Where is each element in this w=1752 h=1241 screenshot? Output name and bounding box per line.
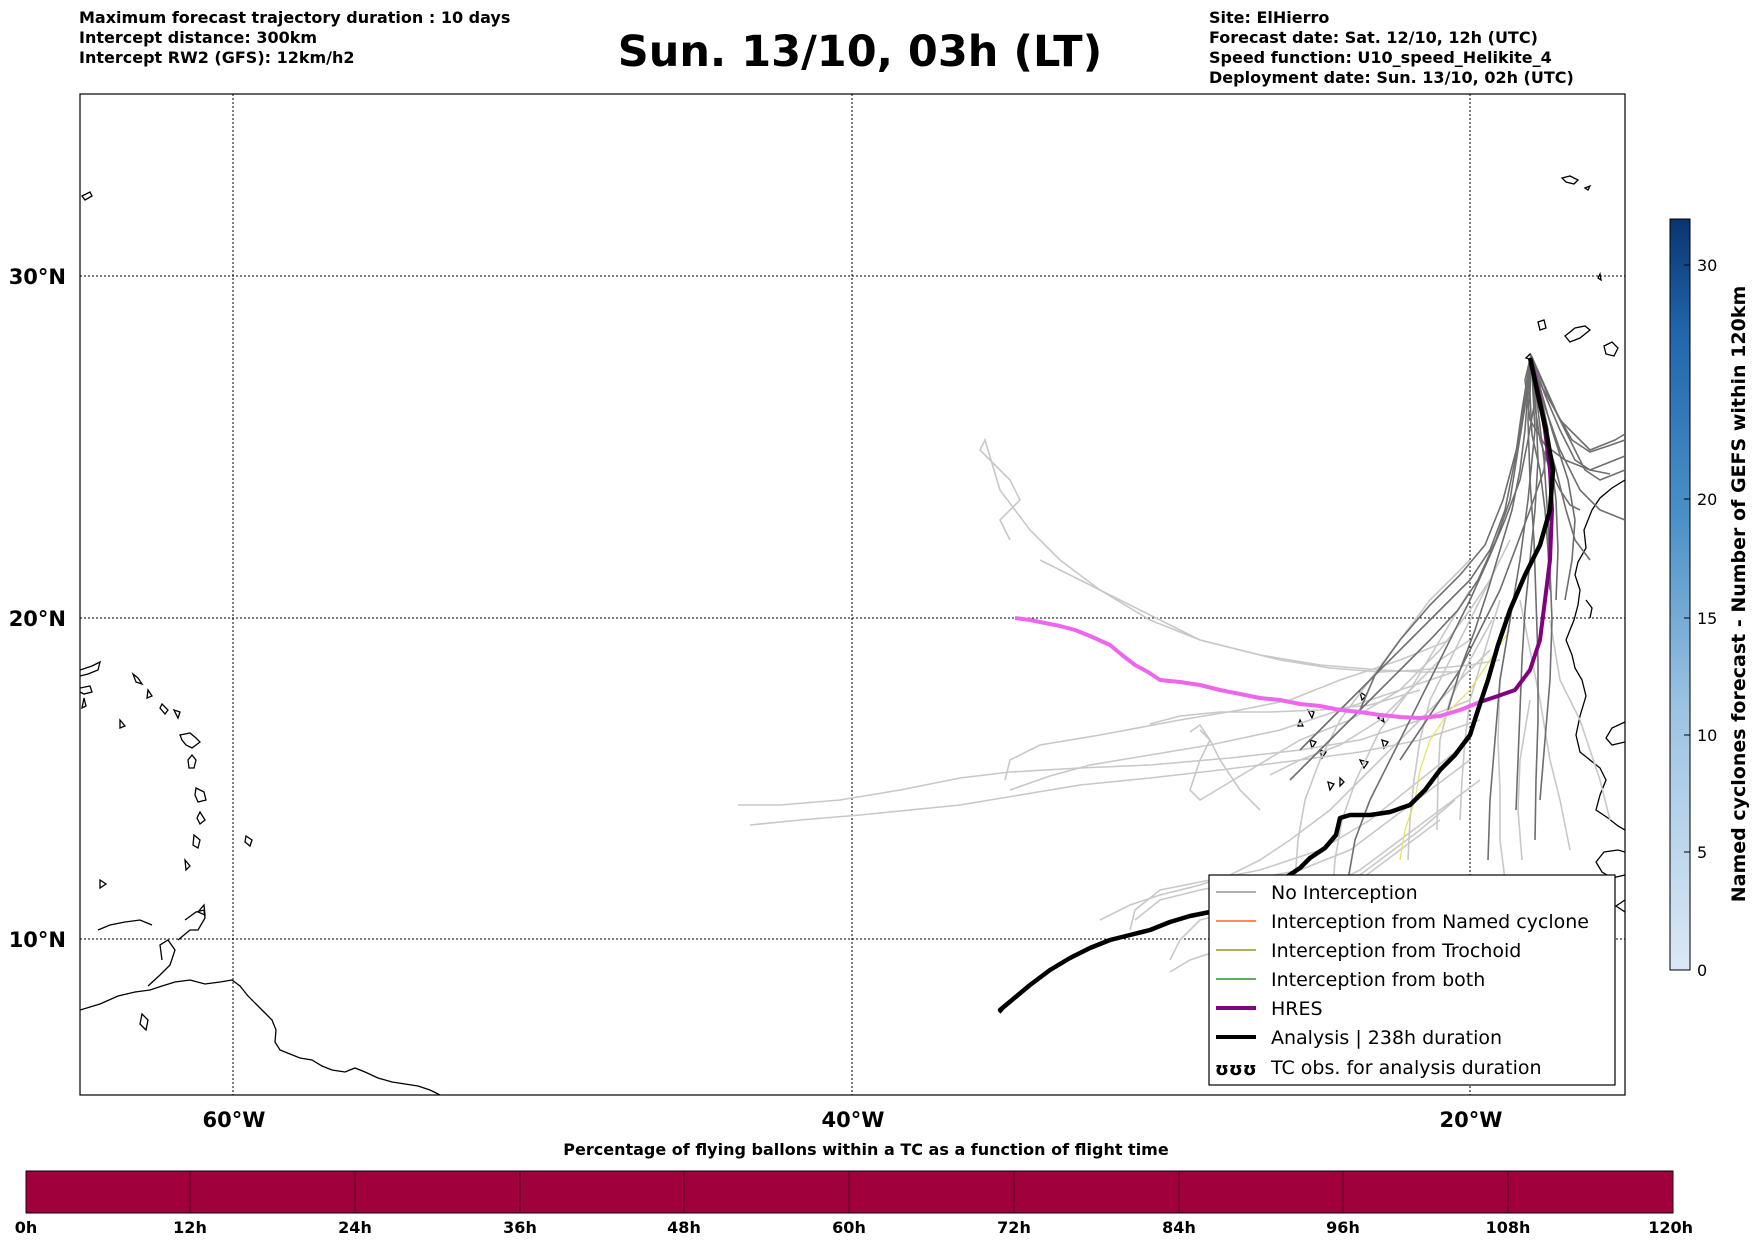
legend-label-trochoid: Interception from Trochoid	[1271, 940, 1521, 962]
deployment-date-text: Deployment date: Sun. 13/10, 02h (UTC)	[1209, 68, 1574, 87]
right-cb-tick-15: 15	[1697, 609, 1717, 628]
bottom-colorbar-ticks	[25, 1171, 1674, 1213]
lat-label-10n: 10°N	[9, 928, 66, 952]
bottom-cb-tick-96h: 96h	[1326, 1218, 1360, 1237]
legend-label-hres: HRES	[1271, 998, 1323, 1020]
bottom-cb-tick-108h: 108h	[1486, 1218, 1531, 1237]
lat-label-20n: 20°N	[9, 607, 66, 631]
right-cb-tick-10: 10	[1697, 726, 1717, 745]
header-left-info: Maximum forecast trajectory duration : 1…	[79, 8, 510, 68]
speed-function-text: Speed function: U10_speed_Helikite_4	[1209, 48, 1552, 67]
ensemble-tracks-dark	[1289, 354, 1625, 921]
bottom-cb-tick-72h: 72h	[997, 1218, 1031, 1237]
longitude-labels: 60°W 40°W 20°W	[203, 1108, 1503, 1132]
legend-label-no-interception: No Interception	[1271, 882, 1418, 904]
legend-tc-symbol: ʊʊʊ	[1215, 1059, 1257, 1080]
site-text: Site: ElHierro	[1209, 8, 1330, 27]
legend-label-tc-obs: TC obs. for analysis duration	[1270, 1057, 1542, 1079]
bottom-colorbar-title: Percentage of flying ballons within a TC…	[563, 1140, 1169, 1159]
max-duration-text: Maximum forecast trajectory duration : 1…	[79, 8, 511, 27]
bottom-cb-tick-24h: 24h	[338, 1218, 372, 1237]
graticule	[80, 94, 1625, 1095]
right-cb-tick-0: 0	[1697, 961, 1707, 980]
right-colorbar-fill	[1669, 218, 1691, 971]
lon-label-40w: 40°W	[822, 1108, 885, 1132]
right-colorbar: 0 5 10 15 20 30 Named cyclones forecast …	[1669, 218, 1750, 980]
right-cb-tick-20: 20	[1697, 490, 1717, 509]
right-colorbar-label: Named cyclones forecast - Number of GEFS…	[1728, 286, 1750, 903]
analysis-track	[997, 357, 1556, 1014]
bottom-colorbar: Percentage of flying ballons within a TC…	[15, 1140, 1693, 1237]
bottom-cb-tick-48h: 48h	[667, 1218, 701, 1237]
bottom-cb-tick-60h: 60h	[832, 1218, 866, 1237]
bottom-cb-tick-0h: 0h	[15, 1218, 38, 1237]
bottom-cb-tick-12h: 12h	[173, 1218, 207, 1237]
page-title: Sun. 13/10, 03h (LT)	[617, 27, 1103, 77]
bottom-colorbar-fill	[25, 1170, 1674, 1214]
bottom-cb-tick-84h: 84h	[1162, 1218, 1196, 1237]
right-cb-tick-30: 30	[1697, 256, 1717, 275]
right-cb-tick-5: 5	[1697, 843, 1707, 862]
latitude-labels: 30°N 20°N 10°N	[9, 265, 66, 952]
legend-label-analysis: Analysis | 238h duration	[1271, 1027, 1502, 1049]
lon-label-20w: 20°W	[1440, 1108, 1503, 1132]
intercept-distance-text: Intercept distance: 300km	[79, 28, 318, 47]
legend-label-both: Interception from both	[1271, 969, 1485, 991]
intercept-rw2-text: Intercept RW2 (GFS): 12km/h2	[79, 48, 355, 67]
lon-label-60w: 60°W	[203, 1108, 266, 1132]
legend-label-named-cyclone: Interception from Named cyclone	[1271, 911, 1589, 933]
trochoid-candidate-track	[1399, 629, 1511, 861]
hres-track-continuation	[1014, 616, 1481, 720]
lat-label-30n: 30°N	[9, 265, 66, 289]
legend: ʊʊʊ No Interception Interception from Na…	[1208, 874, 1616, 1086]
bottom-cb-tick-120h: 120h	[1648, 1218, 1693, 1237]
legend-box	[1208, 874, 1616, 1086]
forecast-date-text: Forecast date: Sat. 12/10, 12h (UTC)	[1209, 28, 1538, 47]
ensemble-tracks-light	[738, 437, 1611, 973]
header-right-info: Site: ElHierro Forecast date: Sat. 12/10…	[1209, 8, 1574, 88]
map-content: ʊʊʊ No Interception Interception from Na…	[80, 94, 1625, 1095]
bottom-cb-tick-36h: 36h	[503, 1218, 537, 1237]
